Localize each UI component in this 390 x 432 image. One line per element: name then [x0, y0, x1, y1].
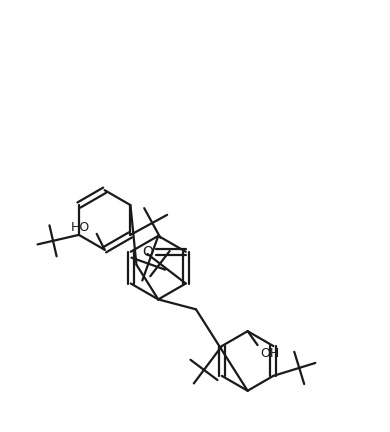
- Text: HO: HO: [71, 222, 90, 235]
- Text: O: O: [143, 245, 154, 259]
- Text: OH: OH: [260, 346, 279, 359]
